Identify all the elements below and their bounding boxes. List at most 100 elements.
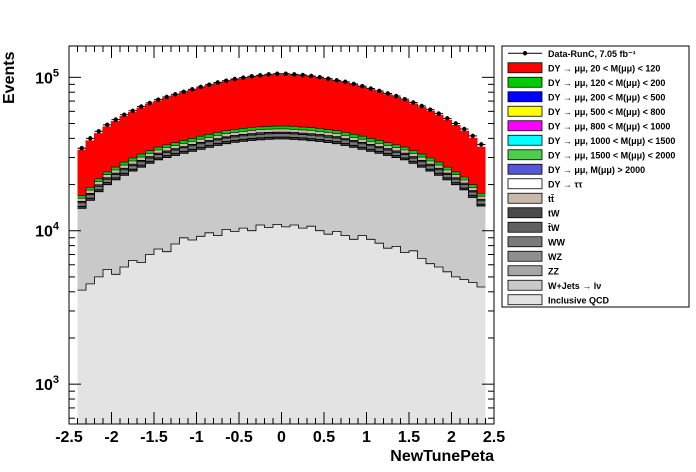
legend-swatch-dytautau (507, 178, 543, 190)
legend-label-ww: WW (548, 237, 565, 247)
data-point (215, 80, 220, 85)
stack-qcd (77, 224, 486, 424)
data-point (317, 75, 322, 80)
data-point (326, 76, 331, 81)
legend-swatch-dy500 (507, 105, 543, 117)
legend-swatch-qcd (507, 294, 543, 306)
legend-swatch-wjets (507, 279, 543, 291)
stack-outline-ww (77, 132, 486, 204)
x-tick-label: -0.5 (225, 429, 253, 446)
legend-swatch-wz (507, 250, 543, 262)
data-point (224, 78, 229, 83)
data-point (470, 133, 475, 139)
x-tick-label: -1.5 (140, 429, 168, 446)
y-axis-title: Events (1, 51, 18, 104)
data-point (190, 87, 195, 92)
legend-swatch-tw (507, 207, 543, 219)
data-point (130, 108, 135, 114)
legend-label-zz: ZZ (548, 266, 559, 276)
legend-label-dy2000: DY → μμ, M(μμ) > 2000 (548, 165, 645, 175)
x-tick-label: 1 (362, 429, 371, 446)
data-point (368, 86, 373, 91)
x-tick-label: 2.5 (483, 429, 505, 446)
data-point (385, 91, 390, 96)
legend-label-ttbar: tt̄ (548, 194, 554, 204)
data-point (411, 100, 416, 105)
data-point (173, 92, 178, 97)
legend-box (501, 45, 690, 308)
data-point (113, 117, 118, 122)
legend-label-dy200: DY → μμ, 200 < M(μμ) < 500 (548, 92, 665, 102)
y-tick-label: 105 (35, 67, 59, 87)
legend-swatch-tbarw (507, 221, 543, 233)
legend-swatch-dy2000 (507, 163, 543, 175)
data-point (343, 79, 348, 84)
data-point (479, 142, 484, 147)
legend-label-dy500: DY → μμ, 500 < M(μμ) < 800 (548, 107, 665, 117)
data-point (266, 72, 271, 77)
legend-swatch-dy20 (507, 62, 543, 74)
legend-label-wz: WZ (548, 252, 562, 262)
x-tick-label: -2 (104, 429, 118, 446)
legend-label-tbarw: t̄W (547, 223, 560, 233)
data-point (139, 104, 144, 109)
legend-label-dy120: DY → μμ, 120 < M(μμ) < 200 (548, 78, 665, 88)
data-point (232, 76, 237, 82)
legend-marker (522, 51, 528, 56)
x-tick-label: 1.5 (398, 429, 420, 446)
data-point (105, 122, 110, 128)
data-point (377, 88, 382, 94)
data-point (258, 73, 263, 78)
legend-swatch-ww (507, 236, 543, 248)
data-point (283, 71, 288, 76)
y-tick-label: 103 (35, 374, 59, 394)
legend-swatch-dy120 (507, 76, 543, 88)
stack-outline-wjets (77, 138, 486, 209)
data-point (96, 129, 101, 134)
legend-swatch-zz (507, 265, 543, 277)
data-point (309, 73, 314, 79)
data-point (198, 84, 203, 90)
legend-label-dy1000: DY → μμ, 1000 < M(μμ) < 1500 (548, 136, 675, 146)
data-point (207, 82, 212, 87)
data-points (77, 71, 486, 151)
stack-outline-tw (77, 136, 486, 207)
x-tick-label: 2 (447, 429, 456, 446)
legend-swatch-dy800 (507, 120, 543, 132)
legend-label-dy20: DY → μμ, 20 < M(μμ) < 120 (548, 63, 660, 73)
data-point (462, 126, 467, 132)
stack-outline-ttbar (77, 128, 486, 199)
legend-label-qcd: Inclusive QCD (548, 295, 610, 305)
data-point (292, 72, 297, 77)
x-tick-label: -2.5 (55, 429, 83, 446)
data-point (360, 84, 365, 89)
legend-label-wjets: W+Jets → lν (548, 281, 601, 291)
stack-outline-dy120 (77, 125, 486, 196)
x-tick-label: 0 (277, 429, 286, 446)
data-point (453, 121, 458, 126)
data-point (394, 93, 399, 99)
legend: Data-RunC, 7.05 fb⁻¹ DY → μμ, 20 < M(μμ) … (501, 45, 690, 308)
legend-swatch-dy1500 (507, 149, 543, 161)
x-tick-label: 0.5 (313, 429, 335, 446)
data-point (88, 136, 93, 141)
data-point (164, 94, 169, 100)
data-point (351, 81, 356, 87)
legend-label-tw: tW (548, 208, 560, 218)
legend-swatch-dy1000 (507, 134, 543, 146)
data-point (334, 78, 339, 83)
x-axis-title: NewTunePeta (390, 448, 494, 465)
legend-swatch-dy200 (507, 91, 543, 103)
data-point (436, 111, 441, 116)
data-point (241, 75, 246, 80)
data-point (249, 74, 254, 79)
data-point (445, 116, 450, 121)
data-point (156, 97, 161, 102)
data-point (419, 103, 424, 109)
data-point (275, 71, 280, 76)
data-point (147, 100, 152, 106)
stack-outline-dy20 (77, 74, 486, 151)
data-point (428, 107, 433, 112)
data-point (122, 112, 127, 117)
stacked-backgrounds (77, 74, 486, 424)
